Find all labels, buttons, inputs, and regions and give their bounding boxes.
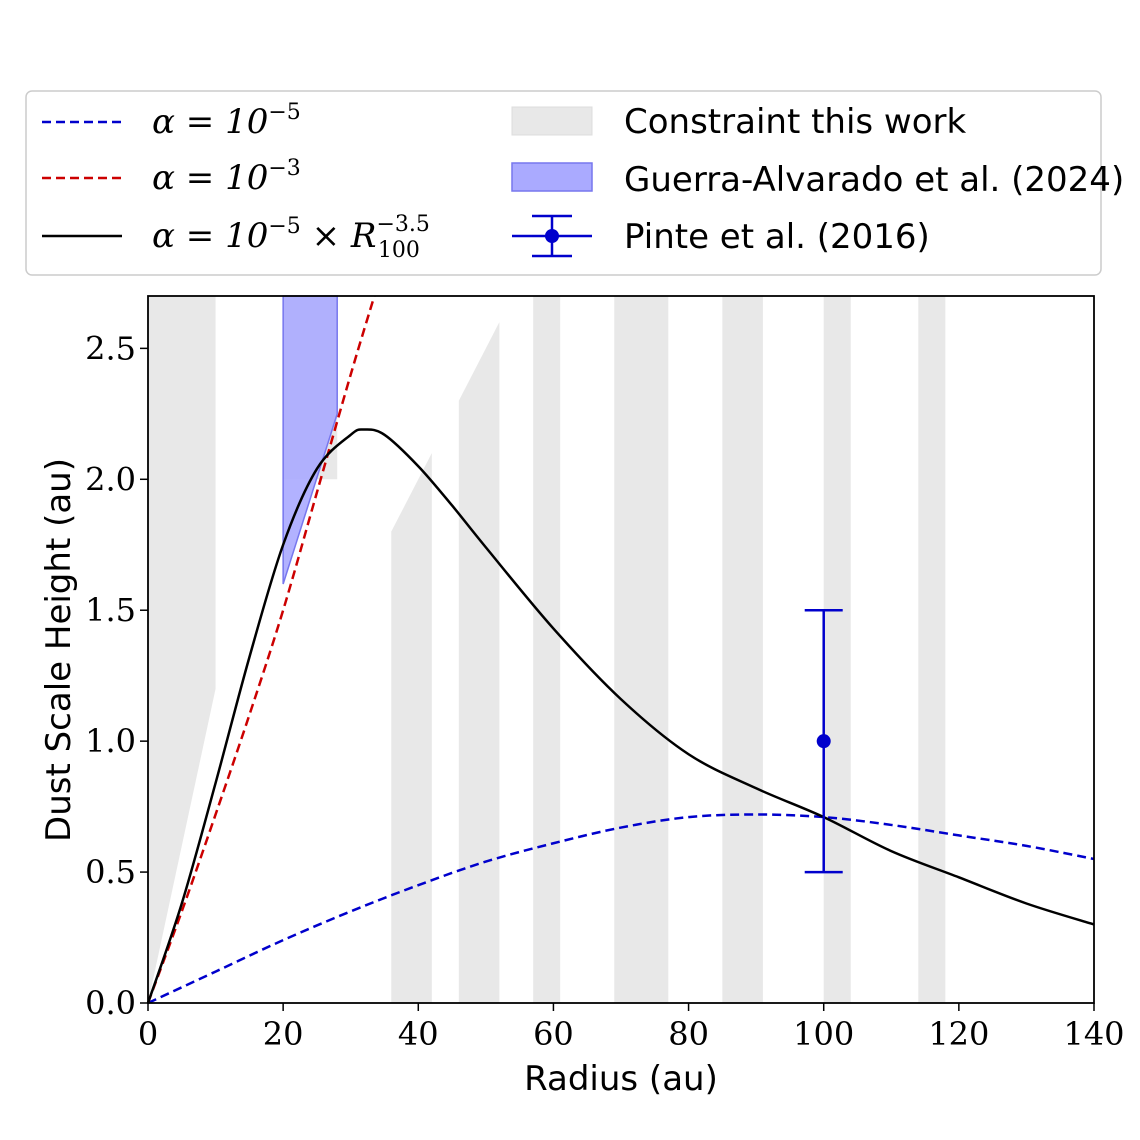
legend-patch-guerra xyxy=(511,162,593,192)
guerra-region xyxy=(282,295,338,585)
constraint-region-1 xyxy=(391,453,432,1004)
legend-label-constraint: Constraint this work xyxy=(624,102,967,142)
y-tick-label: 0.5 xyxy=(85,853,136,891)
legend-label-alpha-1e-5: α = 10−5 xyxy=(152,100,301,142)
legend-errorbar-pinte xyxy=(512,214,592,258)
x-axis: 0 20 40 60 80 100 120 140 xyxy=(138,1003,1125,1053)
constraint-region-0 xyxy=(148,296,216,1003)
y-tick-label: 1.0 xyxy=(85,722,136,760)
plot-frame xyxy=(147,295,1095,1004)
legend-label-guerra: Guerra-Alvarado et al. (2024) xyxy=(624,160,1124,200)
series-lines xyxy=(146,295,1095,1005)
x-tick-label: 60 xyxy=(533,1015,574,1053)
legend-label-pinte: Pinte et al. (2016) xyxy=(624,217,930,257)
series-alpha-1e-3 xyxy=(146,295,376,1004)
x-axis-label: Radius (au) xyxy=(524,1059,718,1099)
legend: α = 10−5 α = 10−3 α = 10−5 × R−3.5 100 Co… xyxy=(25,90,1124,276)
x-tick-label: 40 xyxy=(398,1015,439,1053)
pinte-errorbar xyxy=(804,608,843,874)
constraint-region-4 xyxy=(614,296,669,1003)
y-axis: 0.0 0.5 1.0 1.5 2.0 2.5 xyxy=(85,329,148,1022)
x-tick-label: 0 xyxy=(138,1015,158,1053)
x-tick-label: 20 xyxy=(263,1015,304,1053)
constraint-region-3 xyxy=(533,296,561,1003)
constraint-region-2 xyxy=(458,322,500,1003)
y-tick-label: 1.5 xyxy=(85,591,136,629)
y-tick-label: 2.5 xyxy=(85,329,136,367)
y-tick-label: 2.0 xyxy=(85,460,136,498)
legend-patch-constraint xyxy=(511,106,593,136)
x-tick-label: 120 xyxy=(928,1015,989,1053)
constraint-region-5 xyxy=(722,296,763,1003)
constraint-region-6 xyxy=(823,296,851,1003)
constraint-regions xyxy=(148,296,946,1004)
guerra-region-fill xyxy=(282,295,338,585)
series-alpha-1e-5 xyxy=(147,813,1095,1005)
x-tick-label: 80 xyxy=(668,1015,709,1053)
x-tick-label: 100 xyxy=(793,1015,854,1053)
x-tick-label: 140 xyxy=(1063,1015,1124,1053)
y-tick-label: 0.0 xyxy=(85,984,136,1022)
legend-label-alpha-1e-3: α = 10−3 xyxy=(152,156,301,198)
constraint-region-7 xyxy=(918,296,946,1003)
pinte-point xyxy=(816,734,831,749)
legend-label-alpha-scaled: α = 10−5 × R−3.5 100 xyxy=(152,212,430,263)
series-alpha-scaled xyxy=(146,428,1095,1004)
y-axis-label: Dust Scale Height (au) xyxy=(39,458,79,842)
